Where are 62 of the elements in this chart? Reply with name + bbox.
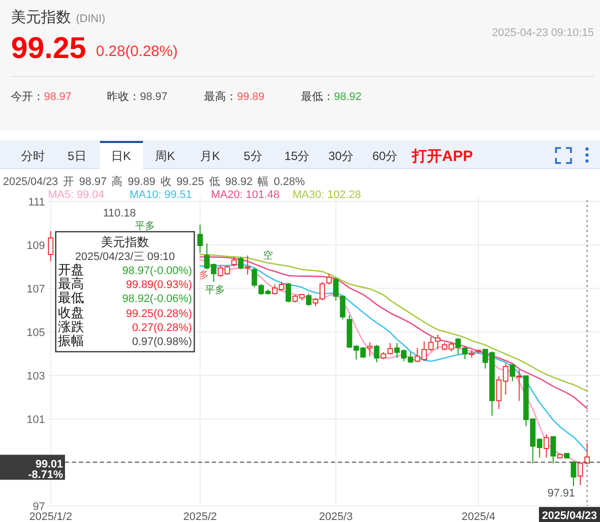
annotation: 110.18 [103, 208, 136, 220]
annotation: 2025/04/23/三 09:10 [75, 251, 175, 263]
annotation: 平多 [135, 221, 155, 232]
annotation: 周K [155, 149, 175, 163]
annotation: 0.28(0.28%) [96, 43, 178, 60]
annotation: 60分 [372, 149, 398, 163]
annotation: 最高： [204, 91, 237, 103]
annotation: 99.25(0.28%) [126, 308, 192, 320]
annotation: 5分 [244, 149, 262, 163]
ytick: 107 [26, 283, 45, 296]
xtick: 2025/2 [183, 511, 217, 522]
ytick: 97 [32, 501, 45, 513]
annotation: 98.97 [44, 91, 72, 103]
annotation: 空 [263, 250, 273, 262]
ytick: 105 [26, 326, 45, 339]
annotation: 收盘 [58, 305, 84, 320]
annotation: 99.89(0.93%) [126, 279, 192, 291]
title: 美元指数 [11, 9, 71, 26]
annotation: 98.97(-0.00%) [122, 265, 192, 277]
annotation: 0.27(0.28%) [132, 322, 192, 334]
legend-item: MA30: 102.28 [292, 189, 361, 201]
annotation: 昨收： [107, 91, 140, 103]
legend-item: MA10: 99.51 [130, 189, 192, 201]
ytick: 103 [26, 370, 45, 382]
legend-item: MA5: 99.04 [48, 189, 104, 201]
ytick: 111 [28, 196, 45, 208]
annotation: 2025/04/23 开 98.97 高 99.89 收 99.25 低 98.92 幅 0.28% [3, 176, 305, 188]
ytick: 101 [26, 414, 45, 426]
annotation: 98.97 [140, 91, 168, 103]
annotation: 日K [111, 149, 131, 163]
annotation: 15分 [284, 149, 310, 163]
annotation: 2025/04/23 [542, 510, 597, 522]
annotation: 5日 [68, 149, 86, 163]
annotation: 最高 [58, 276, 84, 291]
annotation: 涨跌 [58, 319, 84, 334]
annotation: 平多 [205, 285, 225, 296]
annotation: 97.91 [547, 488, 575, 500]
annotation: 98.92(-0.06%) [122, 293, 192, 305]
annotation: 今开： [11, 91, 44, 103]
annotation: 99.89 [237, 91, 265, 103]
annotation: 打开APP [412, 148, 473, 165]
annotation: 最低 [58, 290, 84, 305]
annotation: 2025-04-23 09:10:15 [492, 27, 594, 39]
annotation: 30分 [328, 149, 354, 163]
annotation: 分时 [21, 149, 45, 163]
annotation: -8.71% [28, 469, 63, 481]
annotation: 振幅 [58, 333, 84, 348]
ref-label: 99.01 [35, 458, 63, 470]
annotation: 月K [200, 149, 220, 163]
annotation: 开盘 [58, 262, 84, 277]
annotation: 98.92 [334, 91, 362, 103]
subtitle: (DINI) [76, 13, 106, 25]
annotation: 99.25 [11, 32, 86, 65]
ytick: 109 [26, 240, 45, 252]
annotation: 美元指数 [101, 235, 149, 249]
xtick: 2025/1/2 [29, 511, 72, 522]
legend-item: MA20: 101.48 [211, 189, 280, 201]
annotation: 多 [199, 270, 209, 281]
annotation: 0.97(0.98%) [132, 336, 192, 348]
xtick: 2025/3 [319, 511, 353, 522]
xtick: 2025/4 [462, 511, 496, 522]
annotation: 最低： [301, 91, 334, 103]
